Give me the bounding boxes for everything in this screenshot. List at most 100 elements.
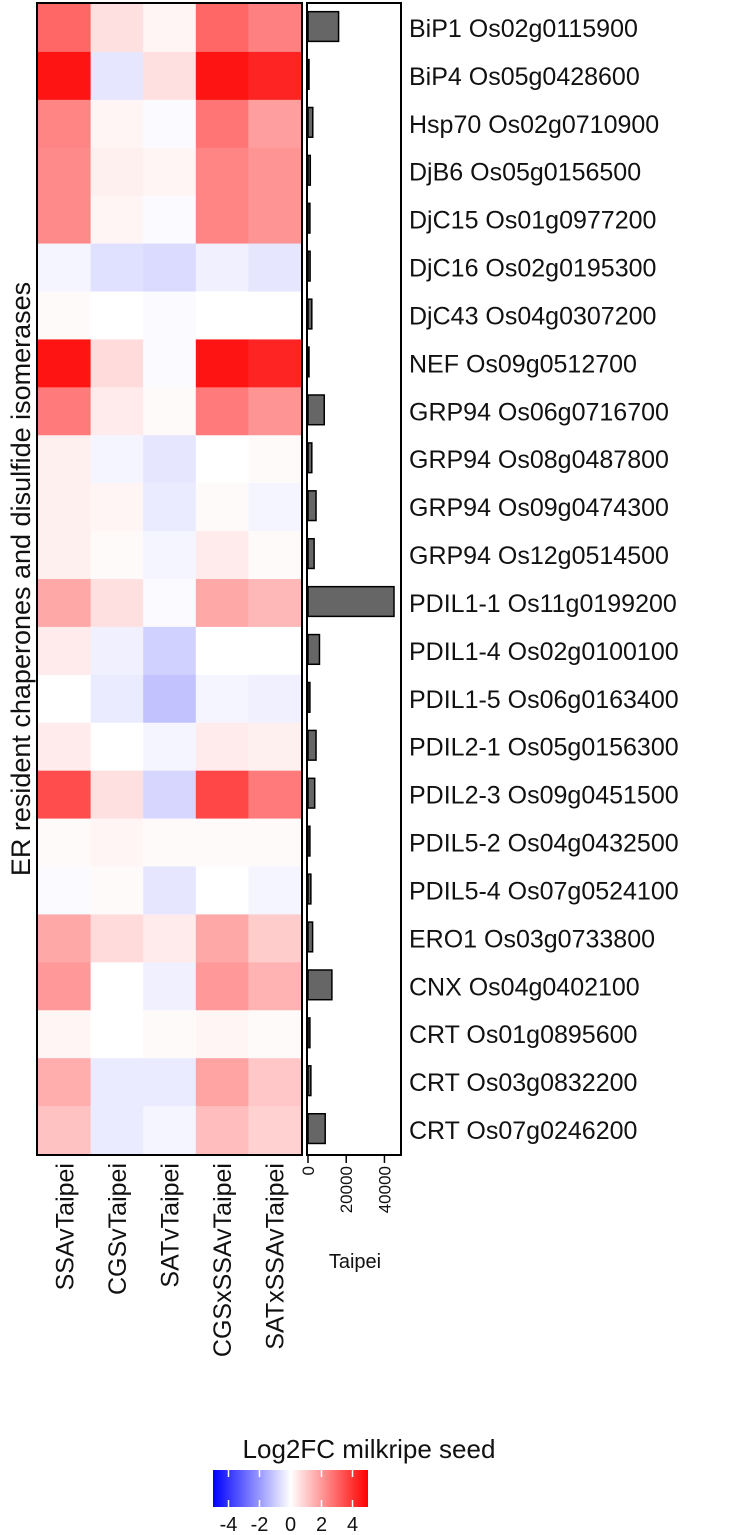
bar-panel-frame xyxy=(306,2,402,1156)
bar xyxy=(307,154,312,186)
heatmap-cell xyxy=(90,531,144,580)
bar xyxy=(307,442,313,474)
bar xyxy=(307,490,317,522)
gene-row-label: CRT Os07g0246200 xyxy=(409,1117,637,1145)
heatmap-cell xyxy=(38,818,92,867)
heatmap-cell xyxy=(38,243,92,292)
heatmap-cell xyxy=(143,243,197,292)
gene-row-label: DjB6 Os05g0156500 xyxy=(409,159,641,187)
heatmap-cell xyxy=(38,914,92,963)
heatmap-cell xyxy=(143,579,197,628)
heatmap-cell xyxy=(90,914,144,963)
heatmap-cell xyxy=(195,1010,249,1059)
heatmap-cell xyxy=(195,4,249,53)
heatmap-cell xyxy=(38,195,92,245)
heatmap-cell xyxy=(90,722,144,772)
gene-row-label: PDIL2-3 Os09g0451500 xyxy=(409,782,679,810)
legend-tick-label: 0 xyxy=(285,1514,296,1535)
heatmap-cell xyxy=(195,147,249,197)
heatmap-cell xyxy=(90,243,144,292)
heatmap-cell xyxy=(38,435,92,484)
bar xyxy=(307,1065,312,1097)
heatmap-cell xyxy=(195,291,249,340)
heatmap-cell xyxy=(90,818,144,867)
heatmap-cell xyxy=(90,339,144,388)
heatmap-cell xyxy=(195,818,249,867)
heatmap-cell xyxy=(90,770,144,820)
legend-tick-label: 2 xyxy=(316,1514,327,1535)
heatmap-cell xyxy=(143,99,197,149)
bar-panel-bars xyxy=(307,10,395,1145)
bar xyxy=(307,298,313,330)
gene-row-label: GRP94 Os12g0514500 xyxy=(409,542,669,570)
heatmap-cell xyxy=(248,722,302,772)
legend-ticks: -4 -2 0 2 4 xyxy=(220,1470,358,1535)
heatmap-cell xyxy=(38,674,92,724)
heatmap-cell xyxy=(195,962,249,1011)
gene-row-label: PDIL2-1 Os05g0156300 xyxy=(409,734,679,762)
heatmap-cell xyxy=(195,1058,249,1107)
heatmap-cell xyxy=(38,387,92,436)
heatmap-cell xyxy=(143,339,197,388)
heatmap-cell xyxy=(248,1106,302,1155)
bar xyxy=(307,729,317,761)
heatmap-cell xyxy=(38,291,92,340)
heatmap-cell xyxy=(90,435,144,484)
heatmap-cell xyxy=(248,243,302,292)
bar xyxy=(307,1017,311,1049)
bar xyxy=(307,681,311,713)
bar xyxy=(307,394,325,426)
heatmap-cell xyxy=(38,1010,92,1059)
heatmap-cell xyxy=(195,722,249,772)
heatmap-cell xyxy=(90,626,144,676)
bar xyxy=(307,777,316,809)
heatmap-cell xyxy=(38,722,92,772)
heatmap-cell xyxy=(248,339,302,388)
heatmap-cell xyxy=(90,387,144,436)
heatmap-cell xyxy=(195,866,249,915)
heatmap-cell xyxy=(248,626,302,676)
gene-row-label: BiP1 Os02g0115900 xyxy=(409,15,638,43)
gene-row-label: CRT Os03g0832200 xyxy=(409,1069,637,1097)
gene-row-label: ERO1 Os03g0733800 xyxy=(409,925,655,953)
heatmap-cell xyxy=(143,674,197,724)
heatmap-cell xyxy=(90,866,144,915)
gene-row-label: DjC43 Os04g0307200 xyxy=(409,302,656,330)
gene-row-label: GRP94 Os08g0487800 xyxy=(409,446,669,474)
heatmap-cell xyxy=(38,962,92,1011)
heatmap-cell xyxy=(248,1010,302,1059)
heatmap-cell xyxy=(90,291,144,340)
heatmap-cell xyxy=(195,674,249,724)
heatmap-cell xyxy=(248,387,302,436)
heatmap-column-label: SSAvTaipei xyxy=(51,1163,79,1290)
heatmap-cell xyxy=(195,579,249,628)
heatmap-cell xyxy=(143,770,197,820)
heatmap-cell xyxy=(143,1058,197,1107)
heatmap-cell xyxy=(195,1106,249,1155)
heatmap-cell xyxy=(90,579,144,628)
heatmap-cell xyxy=(143,722,197,772)
heatmap-cell xyxy=(248,291,302,340)
heatmap-frame xyxy=(36,2,303,1156)
heatmap-cell xyxy=(38,483,92,532)
heatmap-cell xyxy=(38,531,92,580)
bar xyxy=(307,106,314,138)
heatmap-cell xyxy=(38,4,92,53)
heatmap-cell xyxy=(248,962,302,1011)
heatmap-cell xyxy=(248,531,302,580)
legend-title: Log2FC milkripe seed xyxy=(243,1434,496,1464)
heatmap-cell xyxy=(90,1010,144,1059)
bar-panel-x-axis: 0 20000 40000 xyxy=(299,1156,394,1213)
heatmap-cell xyxy=(195,51,249,101)
bar xyxy=(307,58,310,91)
heatmap-cell xyxy=(143,147,197,197)
bar xyxy=(307,921,314,953)
heatmap-cell xyxy=(248,99,302,149)
gene-row-label: CRT Os01g0895600 xyxy=(409,1021,637,1049)
gene-row-label: BiP4 Os05g0428600 xyxy=(409,63,640,91)
heatmap-cell xyxy=(195,387,249,436)
heatmap-cell xyxy=(90,99,144,149)
gene-row-label: PDIL5-4 Os07g0524100 xyxy=(409,877,679,905)
bar xyxy=(307,10,340,43)
bar-axis-tick-label: 40000 xyxy=(375,1166,394,1213)
